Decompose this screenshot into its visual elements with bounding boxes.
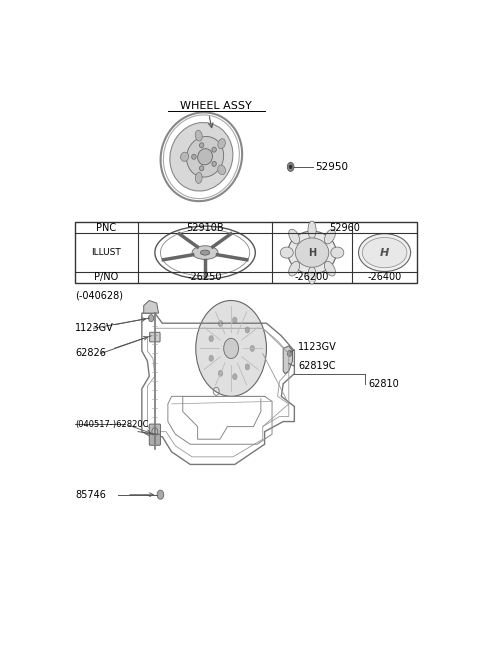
Text: 62826: 62826: [75, 348, 106, 358]
Text: -26200: -26200: [295, 272, 329, 282]
Ellipse shape: [199, 143, 204, 148]
Circle shape: [250, 345, 254, 352]
Text: 62810: 62810: [369, 379, 399, 388]
Text: (040517-)62820C: (040517-)62820C: [75, 420, 148, 428]
Ellipse shape: [170, 122, 233, 191]
Circle shape: [218, 370, 223, 377]
Ellipse shape: [199, 166, 204, 171]
Text: -26400: -26400: [368, 272, 402, 282]
Ellipse shape: [198, 149, 213, 165]
Circle shape: [288, 350, 292, 356]
Ellipse shape: [359, 234, 410, 272]
Text: 52910B: 52910B: [186, 223, 224, 233]
Text: ILLUST: ILLUST: [92, 248, 121, 257]
Circle shape: [245, 364, 250, 370]
Text: P/NO: P/NO: [95, 272, 119, 282]
Ellipse shape: [295, 238, 329, 267]
Bar: [75, 222, 417, 283]
Circle shape: [289, 165, 292, 168]
Ellipse shape: [218, 139, 226, 149]
Text: 62819C: 62819C: [298, 361, 336, 371]
Text: WHEEL ASSY: WHEEL ASSY: [180, 102, 252, 111]
Circle shape: [233, 374, 237, 380]
Ellipse shape: [308, 267, 316, 284]
Text: H: H: [380, 248, 389, 257]
Text: -26250: -26250: [188, 272, 222, 282]
FancyBboxPatch shape: [149, 424, 160, 435]
Ellipse shape: [180, 152, 189, 161]
Ellipse shape: [331, 247, 344, 258]
FancyBboxPatch shape: [150, 332, 160, 342]
Circle shape: [209, 335, 214, 342]
Text: H: H: [308, 248, 316, 257]
Ellipse shape: [324, 261, 336, 276]
Circle shape: [288, 162, 294, 172]
Circle shape: [245, 327, 250, 333]
Ellipse shape: [288, 231, 336, 274]
FancyBboxPatch shape: [149, 434, 160, 445]
Ellipse shape: [280, 247, 293, 258]
Text: 1123GV: 1123GV: [75, 324, 114, 333]
Ellipse shape: [362, 238, 407, 268]
Ellipse shape: [218, 165, 226, 175]
Text: 52960: 52960: [329, 223, 360, 233]
Ellipse shape: [324, 229, 336, 244]
Text: 52950: 52950: [315, 162, 348, 172]
Ellipse shape: [192, 154, 196, 159]
Ellipse shape: [187, 136, 224, 177]
Text: (-040628): (-040628): [75, 290, 123, 301]
Ellipse shape: [288, 261, 300, 276]
Ellipse shape: [308, 221, 316, 238]
Circle shape: [218, 320, 223, 327]
Ellipse shape: [212, 147, 216, 152]
Text: 85746: 85746: [75, 490, 106, 500]
Polygon shape: [283, 346, 292, 373]
Circle shape: [157, 490, 164, 499]
Ellipse shape: [201, 250, 210, 255]
Circle shape: [196, 301, 266, 396]
Circle shape: [209, 355, 214, 362]
Ellipse shape: [192, 246, 218, 259]
Polygon shape: [144, 301, 158, 313]
Ellipse shape: [195, 130, 202, 141]
Ellipse shape: [212, 161, 216, 166]
Ellipse shape: [195, 172, 202, 183]
Ellipse shape: [288, 229, 300, 244]
Text: 1123GV: 1123GV: [298, 342, 337, 352]
Circle shape: [148, 314, 154, 322]
Circle shape: [224, 339, 239, 358]
Text: PNC: PNC: [96, 223, 117, 233]
Circle shape: [233, 317, 237, 323]
